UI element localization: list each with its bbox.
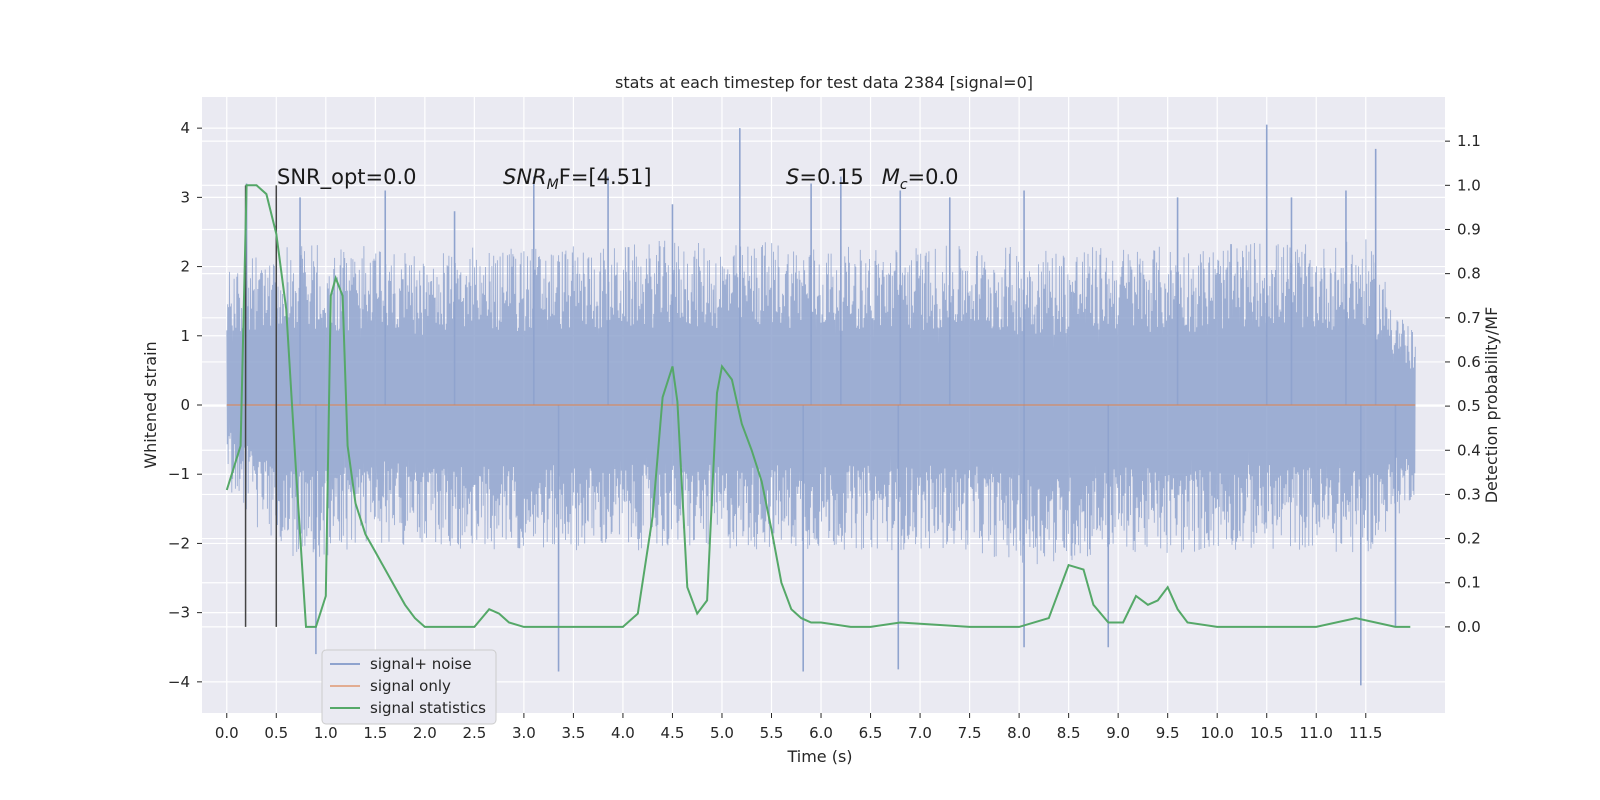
mc-symbol: M <box>882 165 900 189</box>
x-tick-label: 8.5 <box>1057 724 1081 742</box>
statistics-line <box>225 184 1411 628</box>
x-tick-label: 1.0 <box>314 724 338 742</box>
y-axis-ticks: 4 3 2 1 0 −1 −2 −3 −4 <box>168 119 202 691</box>
y2-tick-label: 0.1 <box>1457 574 1481 592</box>
x-tick-label: 8.0 <box>1007 724 1031 742</box>
y2-tick-label: 0.5 <box>1457 397 1481 415</box>
s-value: =0.15 <box>799 165 863 189</box>
legend-label-signal-noise: signal+ noise <box>370 655 472 673</box>
y-tick-label: 4 <box>180 119 190 137</box>
y2-axis-ticks: 1.1 1.0 0.9 0.8 0.7 0.6 0.5 0.4 0.3 0.2 0.1 0.0 <box>1445 132 1481 636</box>
x-tick-label: 10.0 <box>1200 724 1233 742</box>
x-tick-label: 6.5 <box>859 724 883 742</box>
x-tick-label: 2.0 <box>413 724 437 742</box>
legend-label-signal-only: signal only <box>370 677 451 695</box>
y-tick-label: −4 <box>168 673 190 691</box>
legend-label-signal-statistics: signal statistics <box>370 699 486 717</box>
y2-tick-label: 0.4 <box>1457 441 1481 459</box>
x-tick-label: 5.5 <box>760 724 784 742</box>
annotation-snr-mf: SNRMF=[4.51] <box>503 165 652 193</box>
y-tick-label: 1 <box>180 327 190 345</box>
x-tick-label: 0.5 <box>264 724 288 742</box>
x-tick-label: 1.5 <box>363 724 387 742</box>
y2-tick-label: 1.0 <box>1457 176 1481 194</box>
x-tick-label: 9.5 <box>1156 724 1180 742</box>
x-tick-label: 3.5 <box>561 724 585 742</box>
y-axis-title: Whitened strain <box>141 341 160 468</box>
y-tick-label: 0 <box>180 396 190 414</box>
x-tick-label: 5.0 <box>710 724 734 742</box>
chart-title: stats at each timestep for test data 238… <box>615 73 1033 92</box>
x-tick-label: 6.0 <box>809 724 833 742</box>
x-tick-label: 3.0 <box>512 724 536 742</box>
snr-mf-suffix: F=[4.51] <box>559 165 652 189</box>
annotation-snr-opt: SNR_opt=0.0 <box>277 165 417 190</box>
y2-tick-label: 0.7 <box>1457 309 1481 327</box>
y2-tick-label: 0.6 <box>1457 353 1481 371</box>
x-tick-label: 9.0 <box>1106 724 1130 742</box>
y2-tick-label: 0.3 <box>1457 485 1481 503</box>
x-tick-label: 0.0 <box>215 724 239 742</box>
x-axis-title: Time (s) <box>786 747 852 766</box>
y2-tick-label: 1.1 <box>1457 132 1481 150</box>
snr-mf-prefix: SNR <box>503 165 547 189</box>
y2-tick-label: 0.0 <box>1457 618 1481 636</box>
x-tick-label: 2.5 <box>462 724 486 742</box>
x-axis-ticks: 0.0 0.5 1.0 1.5 2.0 2.5 3.0 3.5 4.0 4.5 5.0 5.5 6.0 6… <box>215 713 1382 742</box>
y-tick-label: −1 <box>168 465 190 483</box>
strain-trace <box>226 239 1416 565</box>
x-tick-label: 4.5 <box>661 724 685 742</box>
mc-subscript: c <box>900 177 908 193</box>
s-symbol: S <box>786 165 799 189</box>
y-tick-label: 2 <box>180 258 190 276</box>
annotation-s-mc: S=0.15 Mc=0.0 <box>786 165 959 193</box>
y2-tick-label: 0.8 <box>1457 265 1481 283</box>
x-tick-label: 4.0 <box>611 724 635 742</box>
y-tick-label: 3 <box>180 188 190 206</box>
mc-value: =0.0 <box>908 165 959 189</box>
x-tick-label: 11.0 <box>1300 724 1333 742</box>
y2-axis-title: Detection probability/MF <box>1482 307 1501 504</box>
y-tick-label: −2 <box>168 534 190 552</box>
x-tick-label: 11.5 <box>1349 724 1382 742</box>
snr-mf-subscript: M <box>547 177 559 193</box>
legend: signal+ noise signal only signal statist… <box>321 649 497 725</box>
x-tick-label: 7.5 <box>958 724 982 742</box>
series-signal-noise <box>226 124 1416 686</box>
series-signal-statistics <box>225 184 1411 628</box>
y-tick-label: −3 <box>168 604 190 622</box>
y2-tick-label: 0.9 <box>1457 220 1481 238</box>
y2-tick-label: 0.2 <box>1457 530 1481 548</box>
x-tick-label: 10.5 <box>1250 724 1283 742</box>
x-tick-label: 7.0 <box>908 724 932 742</box>
legend-box <box>321 649 497 725</box>
